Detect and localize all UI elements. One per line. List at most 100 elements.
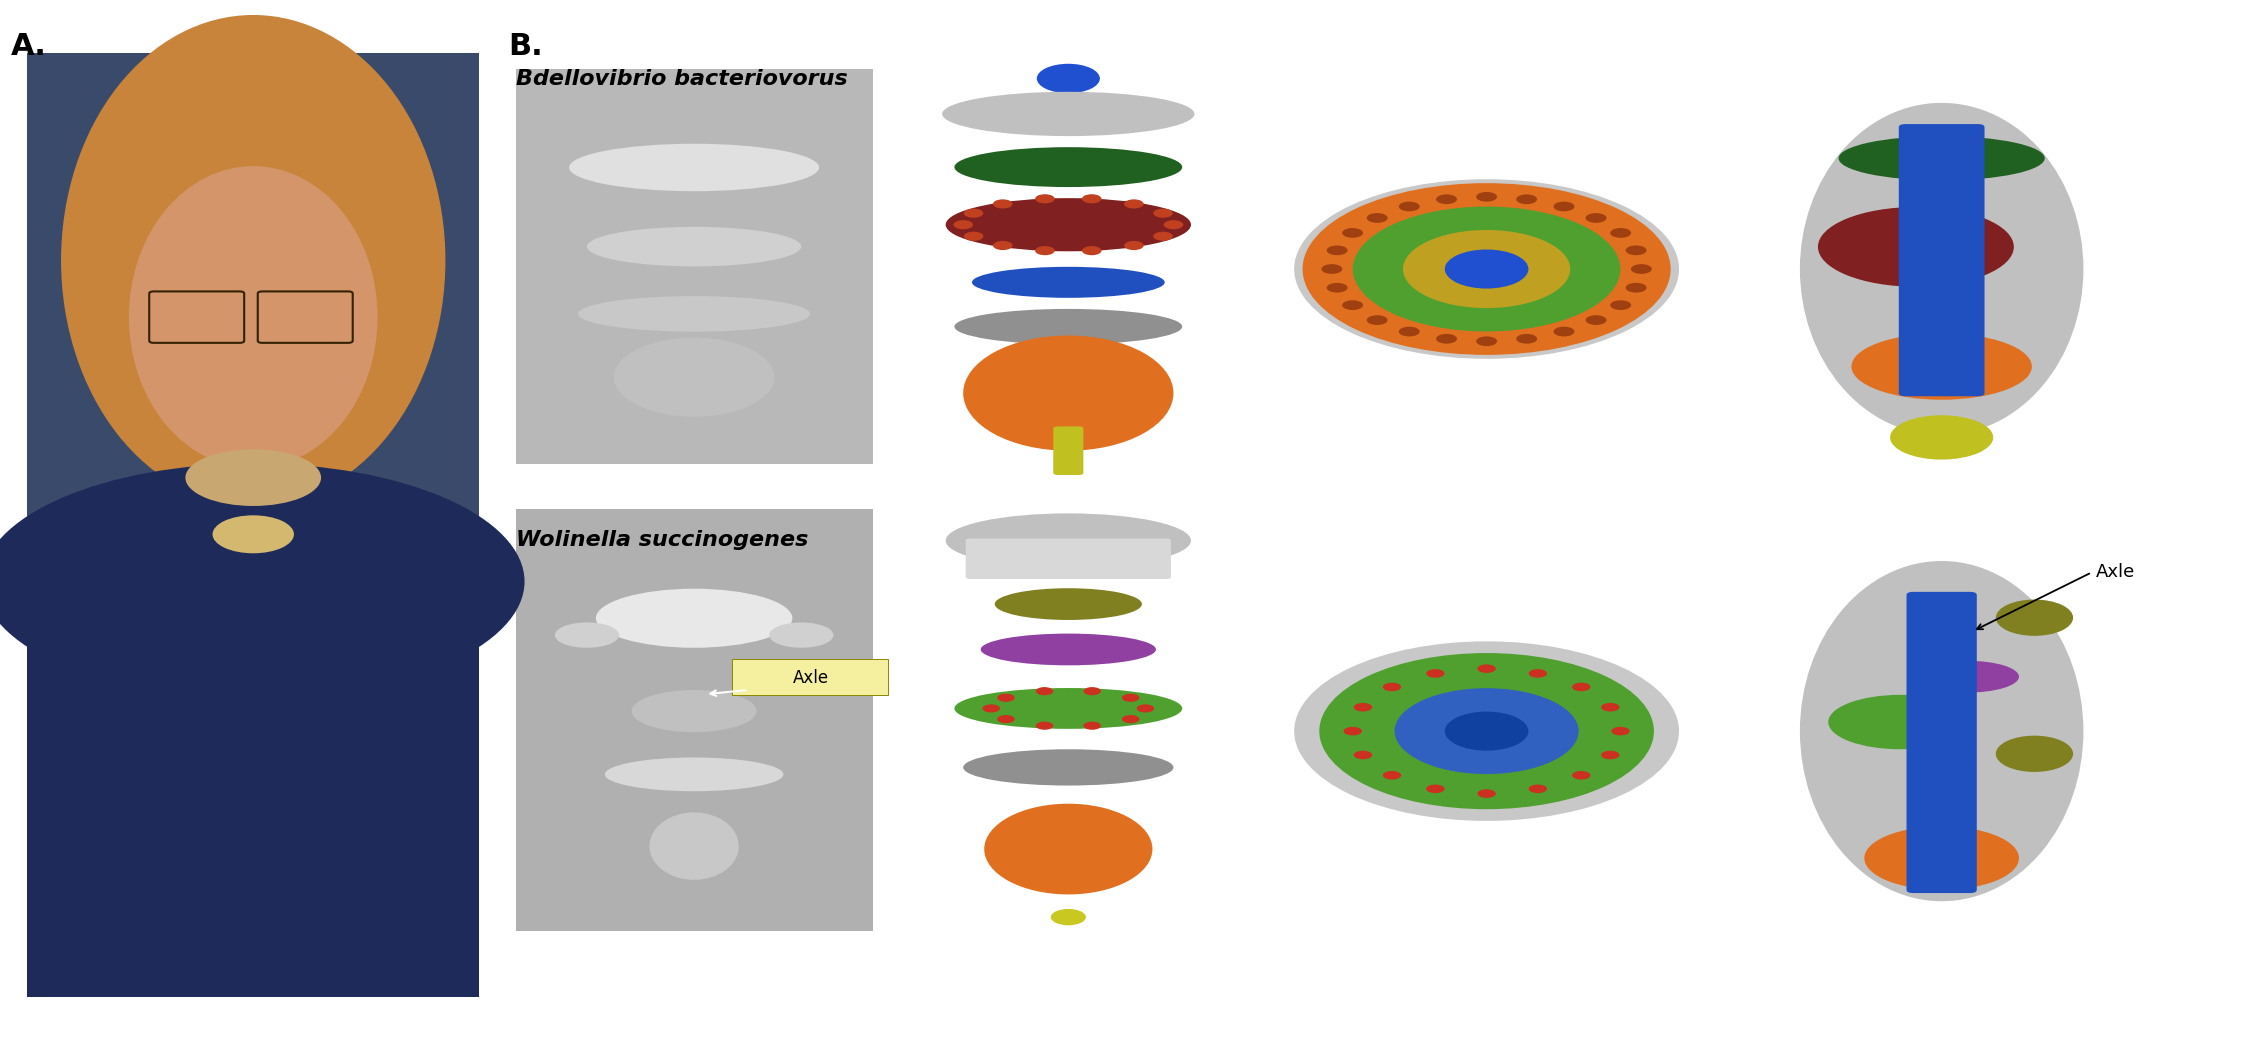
Ellipse shape [995,589,1142,620]
Circle shape [1343,301,1363,310]
Circle shape [1366,213,1388,223]
Circle shape [963,209,984,217]
Circle shape [1553,327,1574,337]
Circle shape [1164,220,1183,229]
Circle shape [1327,283,1348,292]
Circle shape [1137,705,1153,712]
Circle shape [1343,727,1361,735]
FancyBboxPatch shape [516,69,873,464]
Circle shape [1352,207,1621,331]
Circle shape [993,199,1013,209]
Ellipse shape [613,338,776,417]
FancyBboxPatch shape [1054,426,1083,475]
Ellipse shape [1829,695,1972,749]
Ellipse shape [769,622,834,648]
Circle shape [1083,687,1101,695]
Circle shape [1445,711,1528,751]
Ellipse shape [984,804,1153,895]
Circle shape [1036,687,1054,695]
Circle shape [1366,315,1388,325]
Circle shape [1083,246,1101,255]
Ellipse shape [1915,660,2019,692]
Circle shape [1476,665,1497,673]
Circle shape [1124,241,1144,250]
Circle shape [1400,327,1420,337]
Circle shape [1571,683,1589,691]
Circle shape [1293,179,1680,359]
Circle shape [997,715,1015,723]
FancyBboxPatch shape [516,509,873,931]
Ellipse shape [1890,416,1994,460]
Circle shape [1318,653,1655,809]
Circle shape [1585,213,1608,223]
FancyBboxPatch shape [733,659,889,695]
Ellipse shape [1818,207,2015,287]
Circle shape [1038,63,1099,93]
Circle shape [1476,192,1497,202]
Circle shape [1571,771,1589,780]
Circle shape [1445,249,1528,288]
Ellipse shape [579,296,809,331]
FancyBboxPatch shape [1899,124,1985,397]
Circle shape [1626,246,1646,255]
Ellipse shape [1800,102,2082,435]
Circle shape [954,220,972,229]
FancyBboxPatch shape [1906,592,1976,893]
Circle shape [1302,184,1671,354]
Ellipse shape [1865,826,2019,890]
Circle shape [1354,751,1372,760]
Circle shape [1153,209,1173,217]
Ellipse shape [631,690,757,732]
Circle shape [1476,337,1497,346]
Ellipse shape [1800,561,2082,901]
FancyBboxPatch shape [27,600,479,997]
Circle shape [1384,771,1402,780]
Circle shape [1630,264,1653,274]
Circle shape [984,705,999,712]
Ellipse shape [954,309,1183,344]
Circle shape [1528,669,1547,677]
Circle shape [1083,194,1101,204]
Circle shape [1036,246,1054,255]
Ellipse shape [1838,136,2044,180]
Circle shape [1121,715,1140,723]
Circle shape [1610,301,1630,310]
Circle shape [1343,228,1363,237]
Circle shape [1585,315,1608,325]
Circle shape [1354,703,1372,711]
Ellipse shape [185,449,321,506]
Circle shape [213,515,294,553]
FancyBboxPatch shape [965,538,1171,579]
Ellipse shape [554,622,620,648]
Circle shape [1612,727,1630,735]
Circle shape [1427,669,1445,677]
Circle shape [1395,688,1578,774]
Circle shape [1517,194,1537,205]
Ellipse shape [597,589,791,648]
Text: B.: B. [509,32,543,60]
Ellipse shape [972,267,1164,298]
Circle shape [1427,785,1445,793]
Circle shape [1476,789,1497,798]
Ellipse shape [954,147,1183,187]
Circle shape [1124,199,1144,209]
Circle shape [1384,683,1402,691]
Ellipse shape [1996,735,2073,772]
Circle shape [1528,785,1547,793]
Text: Wolinella succinogenes: Wolinella succinogenes [516,530,807,550]
Circle shape [1553,202,1574,211]
Circle shape [993,241,1013,250]
FancyBboxPatch shape [27,53,479,997]
Ellipse shape [1996,599,2073,636]
Circle shape [997,694,1015,702]
Circle shape [1051,909,1085,925]
Ellipse shape [570,143,818,191]
Ellipse shape [588,227,800,266]
Circle shape [1036,194,1054,204]
Circle shape [1293,641,1680,821]
Circle shape [1436,194,1456,205]
Ellipse shape [963,749,1173,786]
Ellipse shape [606,757,782,791]
Text: A.: A. [11,32,47,60]
Ellipse shape [945,198,1192,251]
